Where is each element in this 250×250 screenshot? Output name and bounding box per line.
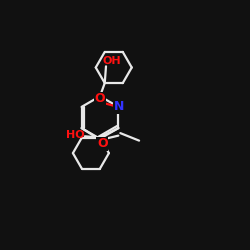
Text: N: N — [114, 100, 124, 114]
Text: O: O — [97, 137, 108, 150]
Text: O: O — [94, 92, 105, 106]
Text: OH: OH — [103, 56, 122, 66]
Text: HO: HO — [66, 130, 84, 140]
